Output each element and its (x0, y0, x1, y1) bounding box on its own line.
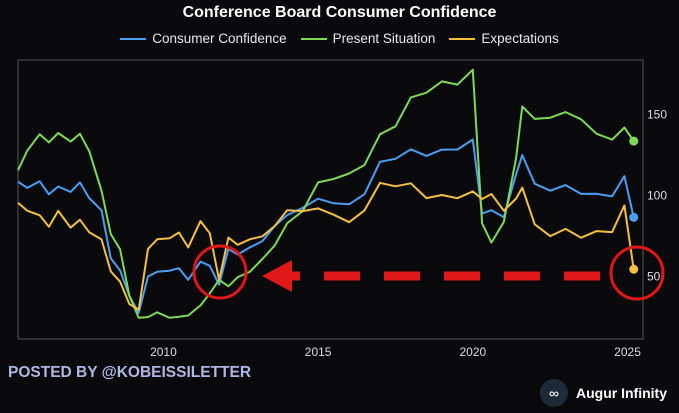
legend-item-consumer-confidence[interactable]: Consumer Confidence (120, 31, 287, 46)
series-endpoint-dot (629, 212, 639, 222)
x-tick-label: 2015 (305, 345, 332, 359)
chart-title: Conference Board Consumer Confidence (182, 4, 497, 21)
legend-label: Expectations (481, 31, 559, 46)
annotation-arrow-head-icon (262, 260, 292, 292)
brand-watermark: ∞ Augur Infinity (540, 379, 667, 407)
legend-item-expectations[interactable]: Expectations (449, 31, 559, 46)
chart-legend: Consumer Confidence Present Situation Ex… (0, 31, 679, 46)
legend-label: Consumer Confidence (152, 31, 287, 46)
posted-by-credit: POSTED BY @KOBEISSILETTER (8, 364, 252, 381)
series-line-present-situation (17, 68, 635, 319)
series-endpoint-dot (629, 136, 639, 146)
legend-label: Present Situation (332, 31, 436, 46)
plot-frame (17, 59, 644, 340)
legend-swatch (120, 37, 147, 40)
y-tick-label: 100 (647, 189, 667, 203)
legend-swatch (449, 37, 476, 40)
annotation-circle-2011 (192, 244, 248, 300)
annotation-circle-2025 (609, 245, 665, 301)
x-tick-label: 2010 (150, 345, 177, 359)
x-tick-label: 2025 (614, 345, 641, 359)
legend-swatch (300, 37, 327, 40)
brand-name: Augur Infinity (576, 385, 667, 401)
series-endpoint-dot (629, 264, 639, 274)
x-tick-label: 2020 (459, 345, 486, 359)
series-line-consumer-confidence (17, 138, 635, 314)
series-line-expectations (17, 181, 635, 311)
infinity-logo-icon: ∞ (540, 379, 568, 407)
legend-item-present-situation[interactable]: Present Situation (300, 31, 436, 46)
y-tick-label: 50 (647, 270, 661, 284)
y-tick-label: 150 (647, 108, 667, 122)
